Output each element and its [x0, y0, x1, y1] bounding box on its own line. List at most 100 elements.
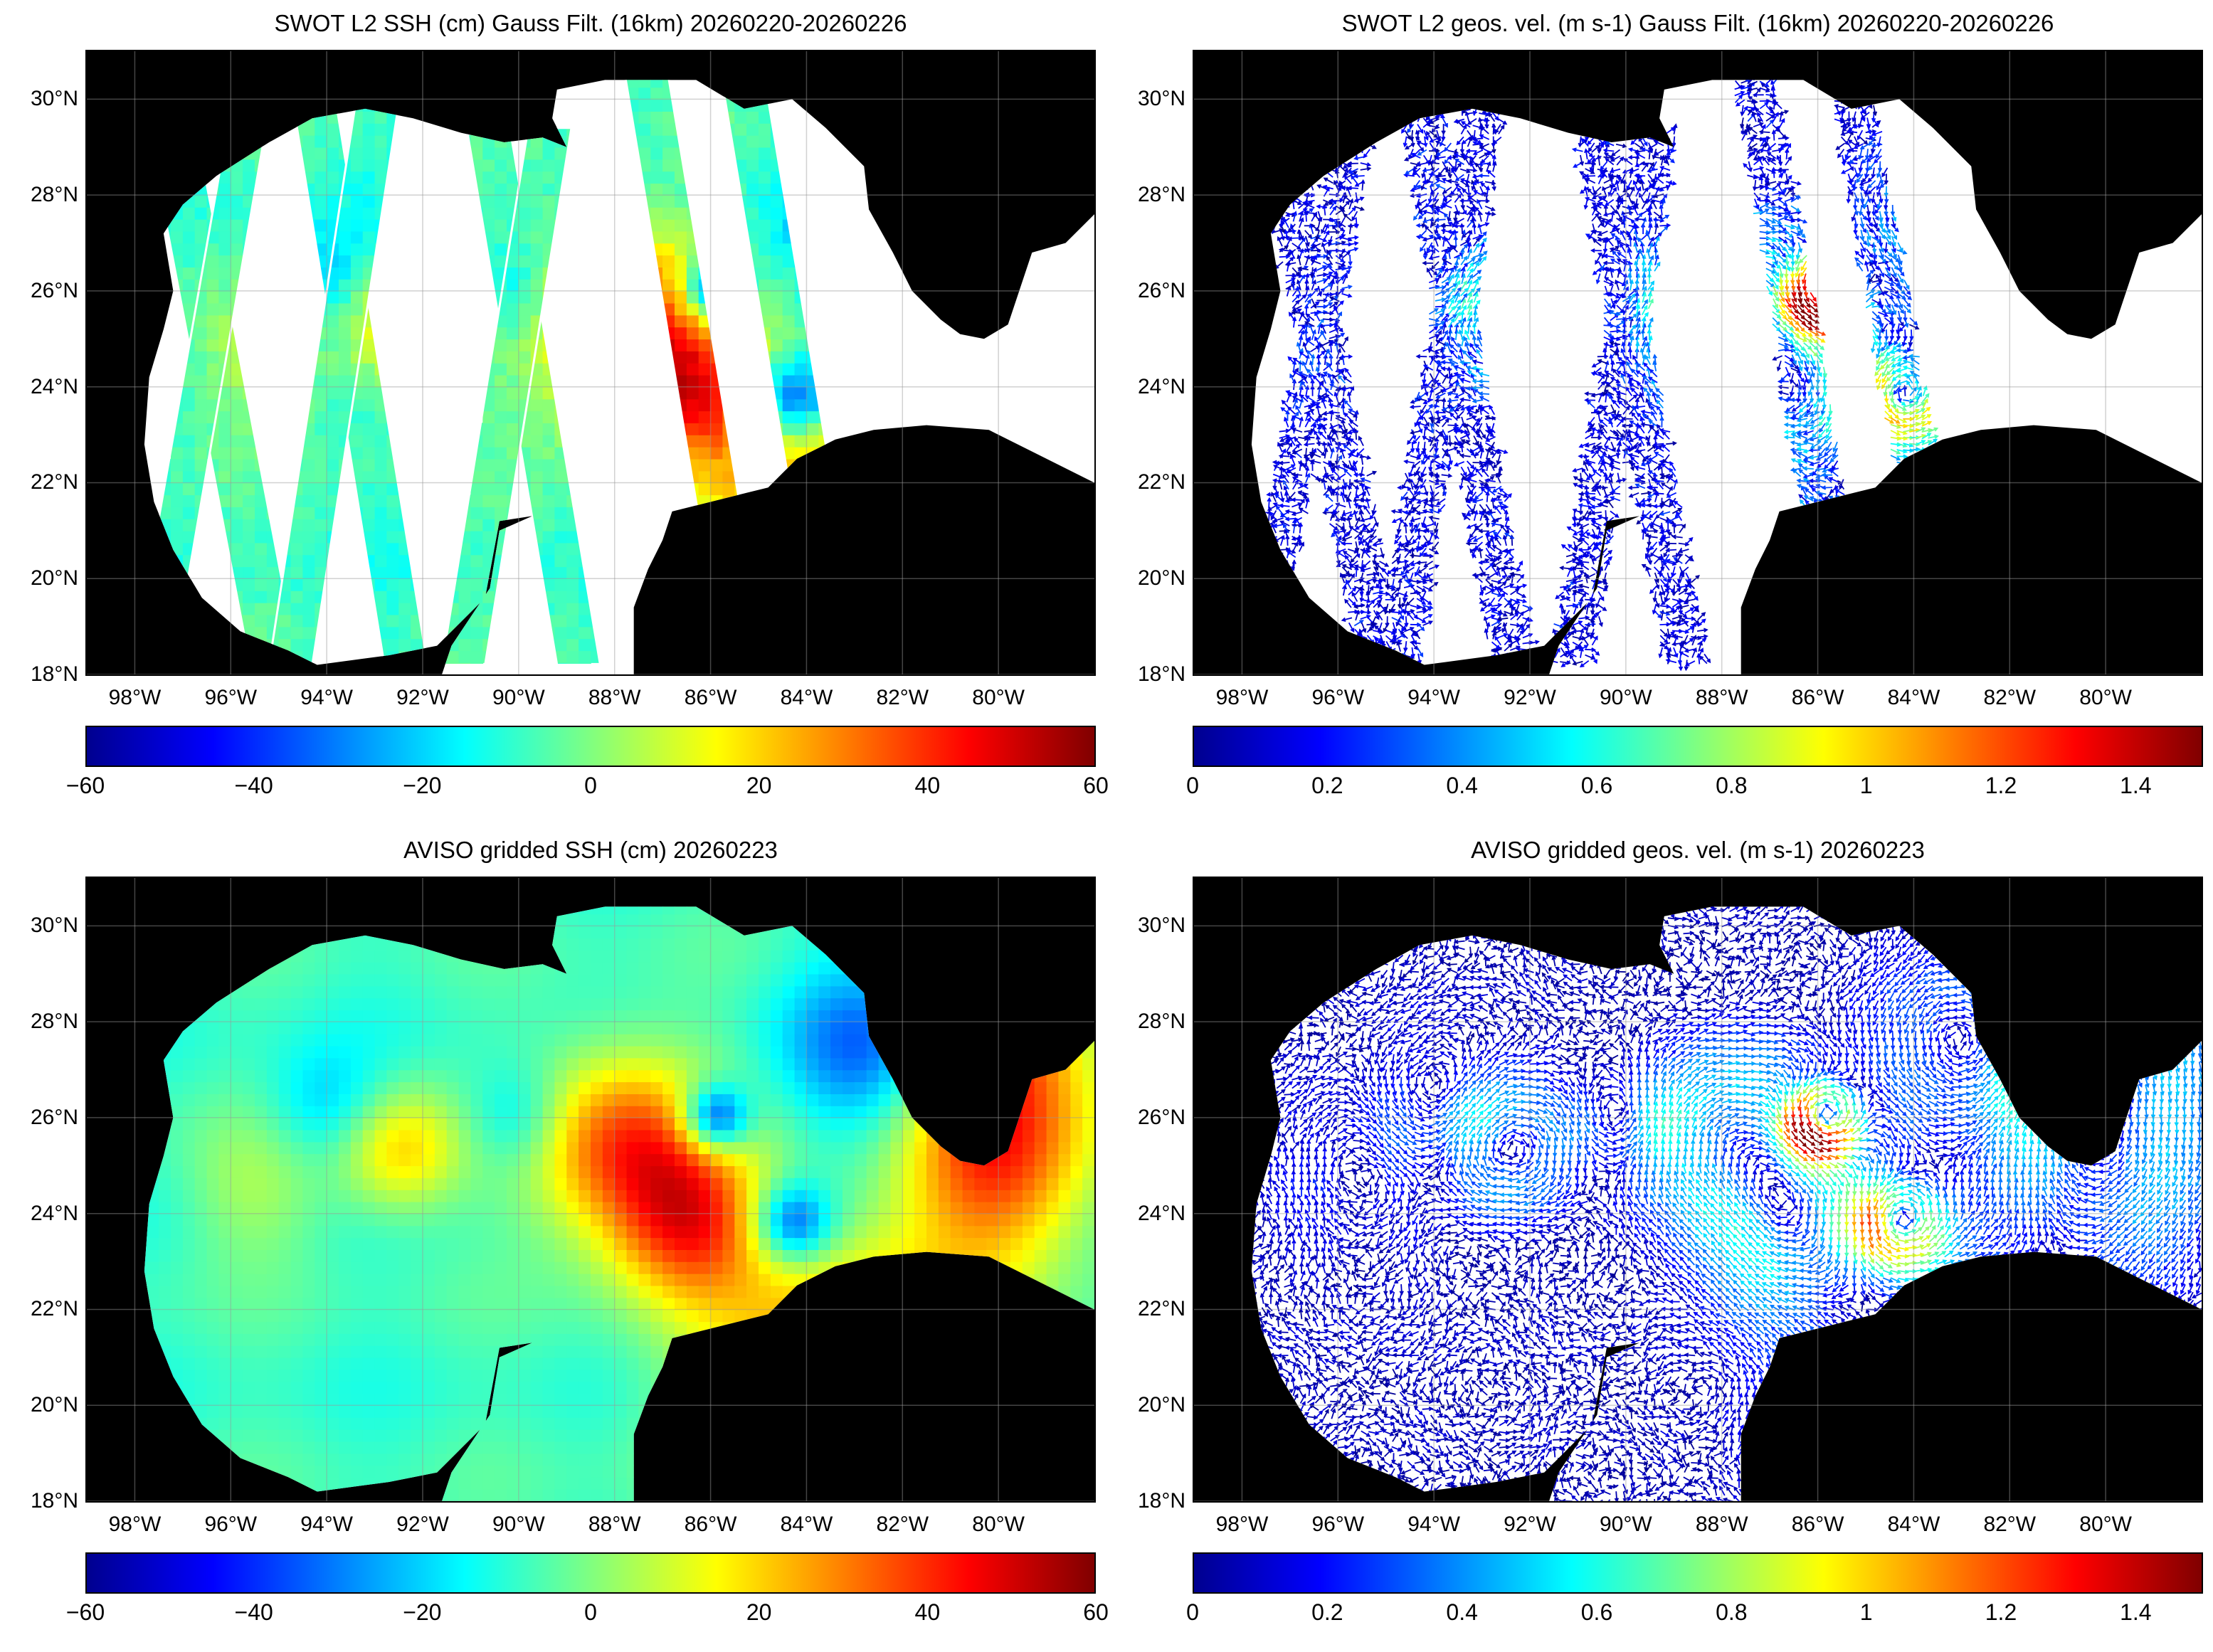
- ssh-cell: [386, 530, 400, 544]
- velocity-arrow: [1361, 523, 1371, 531]
- ssh-cell: [579, 650, 591, 663]
- ssh-cell: [470, 494, 484, 507]
- velocity-arrow: [1335, 367, 1346, 373]
- velocity-arrow: [1343, 175, 1352, 184]
- ssh-cell: [362, 231, 376, 244]
- velocity-arrow: [1373, 610, 1380, 620]
- velocity-arrow: [1373, 566, 1380, 577]
- velocity-arrow: [1335, 417, 1346, 423]
- velocity-arrow: [1328, 410, 1340, 415]
- ssh-cell: [206, 386, 220, 400]
- ssh-cell: [350, 183, 364, 196]
- ssh-cell: [518, 314, 532, 328]
- ssh-cell: [171, 482, 184, 496]
- map-swot-vel: [1193, 50, 2203, 676]
- velocity-arrow: [1335, 300, 1344, 309]
- ssh-cell: [482, 411, 495, 423]
- velocity-arrow: [1341, 536, 1353, 541]
- ssh-cell: [315, 566, 327, 579]
- ssh-cell: [218, 302, 232, 316]
- velocity-arrow: [1292, 243, 1301, 250]
- ssh-cell: [542, 519, 556, 531]
- ssh-cell: [278, 626, 292, 640]
- ssh-cell: [374, 507, 388, 519]
- ssh-cell: [315, 218, 327, 232]
- velocity-arrow: [1336, 323, 1343, 333]
- velocity-arrow: [1279, 520, 1290, 526]
- velocity-arrow: [1334, 441, 1346, 447]
- velocity-arrow: [1287, 223, 1296, 233]
- panel-title-swot-vel: SWOT L2 geos. vel. (m s-1) Gauss Filt. (…: [1193, 10, 2203, 37]
- velocity-arrow: [1282, 480, 1289, 490]
- ssh-cell: [350, 446, 364, 460]
- ssh-cell: [566, 530, 579, 544]
- ssh-cell: [662, 290, 675, 304]
- ssh-cell: [566, 626, 579, 640]
- ssh-cell: [482, 458, 495, 472]
- ssh-cell: [327, 339, 339, 351]
- velocity-arrow: [1353, 156, 1365, 161]
- velocity-arrow: [1359, 466, 1364, 478]
- ssh-cell: [302, 494, 316, 507]
- velocity-arrow: [1270, 510, 1277, 521]
- ssh-cell: [507, 435, 519, 448]
- velocity-arrow: [1286, 248, 1296, 256]
- ssh-cell: [315, 386, 327, 400]
- ssh-cell: [782, 290, 796, 304]
- ssh-cell: [374, 171, 388, 184]
- ssh-cell: [542, 218, 556, 232]
- velocity-arrow: [1363, 504, 1370, 515]
- velocity-arrow: [1280, 407, 1290, 415]
- ssh-cell: [327, 374, 339, 388]
- ssh-cell: [243, 482, 255, 496]
- velocity-arrow: [1291, 497, 1303, 502]
- velocity-arrow: [1344, 367, 1352, 378]
- ssh-cell: [710, 435, 724, 448]
- ssh-cell: [339, 327, 352, 340]
- ssh-cell: [507, 386, 519, 400]
- ssh-cell: [626, 80, 640, 88]
- ssh-cell: [374, 435, 388, 448]
- ssh-cell: [530, 470, 544, 484]
- ssh-cell: [362, 351, 376, 364]
- ssh-cell: [518, 302, 532, 316]
- velocity-arrow: [1343, 444, 1353, 452]
- velocity-arrow: [1348, 598, 1357, 606]
- ssh-cell: [315, 398, 327, 412]
- ssh-cell: [495, 243, 507, 256]
- ssh-cell: [650, 111, 663, 124]
- ssh-cell: [482, 530, 495, 544]
- ssh-cell: [482, 446, 495, 460]
- velocity-arrow: [1326, 255, 1333, 265]
- ssh-cell: [759, 159, 771, 172]
- ssh-cell: [327, 159, 339, 172]
- ssh-cell: [327, 134, 339, 148]
- ssh-cell: [518, 290, 532, 304]
- ssh-cell: [542, 578, 556, 591]
- velocity-arrow: [1322, 371, 1334, 377]
- ssh-cell: [495, 207, 507, 220]
- ssh-cell: [770, 218, 783, 232]
- ssh-cell: [770, 279, 783, 292]
- ssh-cell: [350, 195, 364, 208]
- velocity-arrow: [1316, 423, 1328, 430]
- ssh-cell: [218, 470, 232, 484]
- velocity-arrow: [1284, 262, 1296, 267]
- velocity-arrow: [1398, 610, 1405, 620]
- velocity-arrow: [1354, 531, 1363, 539]
- ssh-cell: [194, 195, 208, 208]
- ssh-cell: [542, 530, 556, 544]
- ssh-cell: [171, 507, 184, 519]
- ssh-cell: [327, 423, 339, 435]
- ssh-cell: [171, 231, 184, 244]
- velocity-arrow: [1342, 273, 1348, 285]
- ssh-cell: [315, 435, 327, 448]
- ssh-cell: [362, 171, 376, 184]
- ssh-cell: [686, 351, 699, 364]
- ssh-cell: [206, 339, 220, 351]
- velocity-arrow: [1381, 567, 1390, 577]
- ssh-cell: [362, 519, 376, 531]
- velocity-arrow: [1295, 405, 1302, 415]
- ssh-cell: [806, 435, 820, 448]
- velocity-arrow: [1343, 412, 1352, 421]
